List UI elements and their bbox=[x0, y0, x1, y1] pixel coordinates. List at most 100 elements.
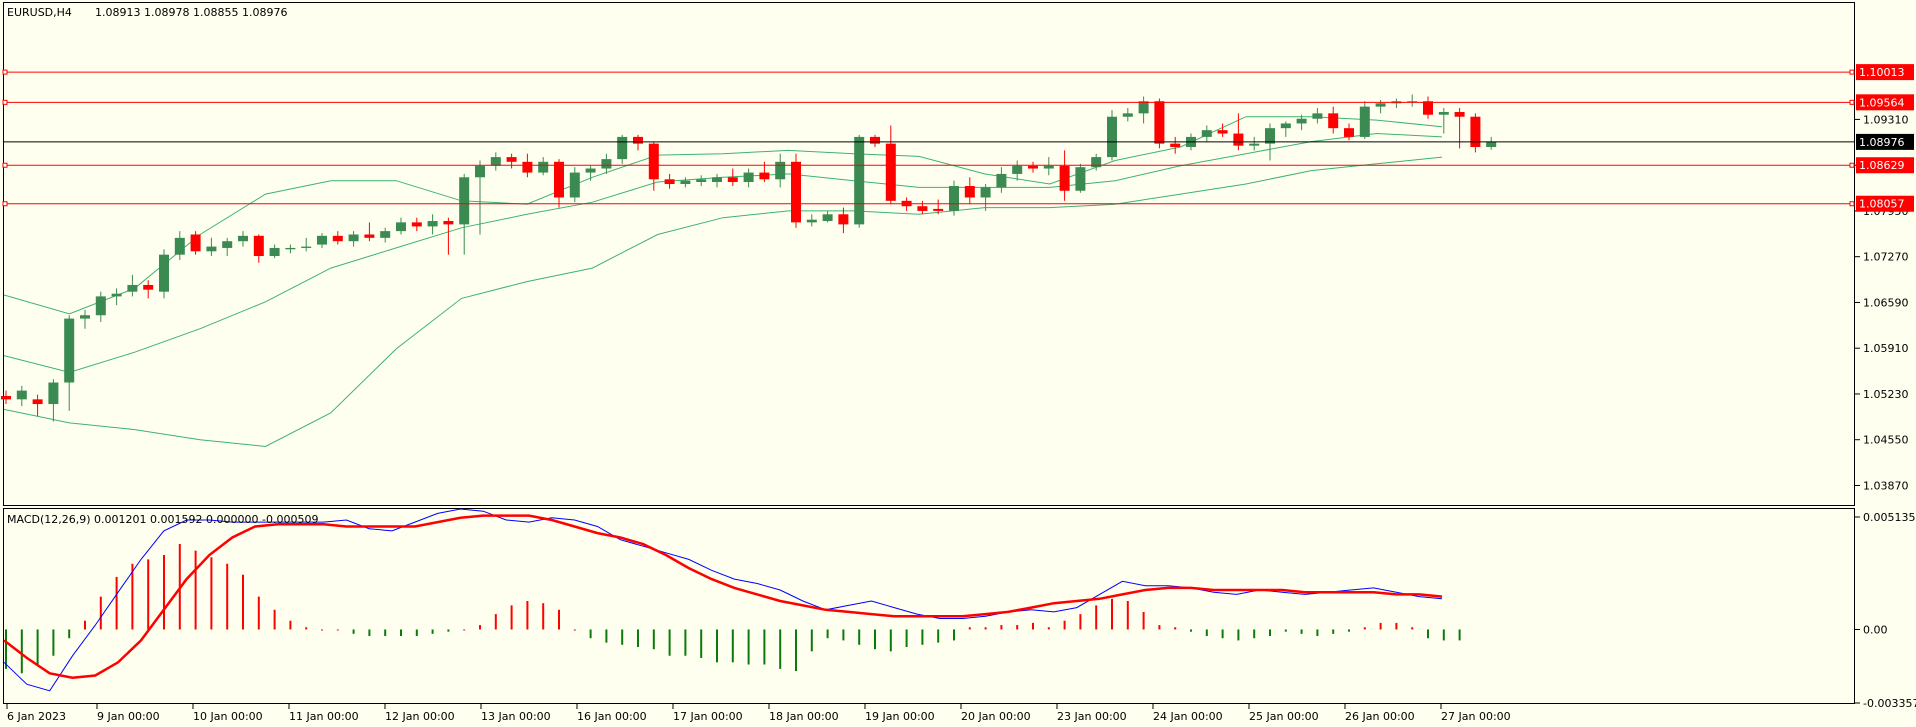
bear-candle bbox=[759, 172, 770, 180]
bull-candle bbox=[1375, 103, 1386, 107]
macd-header-label: MACD(12,26,9) 0.001201 0.001592 0.000000… bbox=[7, 513, 318, 526]
bear-candle bbox=[1233, 133, 1244, 146]
price-tick-label: 1.06590 bbox=[1863, 296, 1909, 309]
bull-candle bbox=[601, 159, 612, 169]
bear-candle bbox=[1154, 101, 1165, 144]
bear-candle bbox=[885, 143, 896, 201]
time-tick-label: 25 Jan 00:00 bbox=[1249, 710, 1319, 723]
bull-candle bbox=[1138, 101, 1149, 114]
level-handle-right[interactable] bbox=[1849, 201, 1855, 207]
bull-candle bbox=[854, 136, 865, 225]
main-symbol-label: EURUSD,H4 bbox=[7, 6, 72, 19]
bull-candle bbox=[806, 219, 817, 223]
time-tick-label: 23 Jan 00:00 bbox=[1057, 710, 1127, 723]
bear-candle bbox=[143, 284, 154, 290]
bear-candle bbox=[1344, 128, 1354, 137]
bull-candle bbox=[80, 315, 90, 319]
bull-candle bbox=[285, 247, 296, 250]
price-axis: 1.093101.086301.079501.072701.065901.059… bbox=[1855, 113, 1909, 492]
bull-candle bbox=[1312, 113, 1323, 119]
level-handle-right[interactable] bbox=[1849, 69, 1855, 75]
bull-candle bbox=[48, 382, 59, 405]
bull-candle bbox=[111, 293, 122, 297]
bull-candle bbox=[238, 235, 248, 242]
level-handle-right[interactable] bbox=[1849, 162, 1855, 168]
bear-candle bbox=[1217, 130, 1228, 134]
bear-candle bbox=[364, 234, 375, 238]
bull-candle bbox=[743, 172, 754, 182]
level-price-label: 1.08629 bbox=[1859, 159, 1905, 172]
time-tick-label: 6 Jan 2023 bbox=[7, 710, 66, 723]
bull-candle bbox=[980, 187, 991, 198]
time-tick-label: 10 Jan 00:00 bbox=[193, 710, 263, 723]
price-tick-label: 1.05230 bbox=[1863, 388, 1909, 401]
bull-candle bbox=[269, 247, 280, 257]
band-mid bbox=[3, 132, 1443, 373]
bull-candle bbox=[1201, 130, 1212, 137]
time-tick-label: 27 Jan 00:00 bbox=[1441, 710, 1511, 723]
bull-candle bbox=[95, 296, 106, 316]
bear-candle bbox=[1028, 165, 1038, 169]
macd-tick-label: 0.005135 bbox=[1863, 511, 1916, 524]
bear-candle bbox=[554, 161, 564, 198]
level-price-label: 1.08057 bbox=[1859, 198, 1905, 211]
bull-candle bbox=[996, 173, 1007, 188]
level-handle-left[interactable] bbox=[2, 99, 8, 105]
bear-candle bbox=[648, 143, 659, 180]
bear-candle bbox=[1170, 143, 1181, 148]
bull-candle bbox=[301, 246, 312, 248]
price-tick-label: 1.04550 bbox=[1863, 434, 1909, 447]
macd-lines bbox=[3, 508, 1443, 692]
bull-candle bbox=[16, 390, 27, 400]
level-handle-left[interactable] bbox=[2, 69, 8, 75]
price-tick-label: 1.03870 bbox=[1863, 479, 1909, 492]
bear-candle bbox=[633, 136, 643, 144]
bear-candle bbox=[1059, 165, 1070, 191]
level-price-tag bbox=[1856, 94, 1914, 111]
bull-candle bbox=[64, 318, 75, 383]
bull-candle bbox=[1296, 118, 1307, 124]
bear-candle bbox=[933, 208, 944, 211]
time-tick-label: 11 Jan 00:00 bbox=[289, 710, 359, 723]
bear-candle bbox=[1470, 116, 1481, 148]
time-tick-label: 26 Jan 00:00 bbox=[1345, 710, 1415, 723]
macd-signal-line bbox=[3, 514, 1443, 679]
time-tick-label: 20 Jan 00:00 bbox=[961, 710, 1031, 723]
bull-candle bbox=[822, 214, 833, 222]
bear-candle bbox=[1, 395, 11, 400]
level-handle-left[interactable] bbox=[2, 201, 8, 207]
bull-candle bbox=[396, 222, 406, 232]
price-tick-label: 1.09310 bbox=[1863, 113, 1909, 126]
bull-candle bbox=[696, 179, 707, 182]
bull-candle bbox=[317, 235, 327, 245]
time-tick-label: 18 Jan 00:00 bbox=[769, 710, 839, 723]
level-handle-left[interactable] bbox=[2, 162, 8, 168]
time-tick-label: 24 Jan 00:00 bbox=[1153, 710, 1223, 723]
bull-candle bbox=[1249, 143, 1260, 146]
bull-candle bbox=[569, 172, 580, 198]
level-handle-right[interactable] bbox=[1849, 99, 1855, 105]
bull-candle bbox=[1043, 165, 1054, 169]
bear-candle bbox=[1328, 113, 1339, 129]
bear-candle bbox=[791, 161, 801, 223]
main-pane-frame bbox=[3, 2, 1855, 506]
bull-candle bbox=[1407, 101, 1418, 103]
bull-candle bbox=[174, 237, 185, 255]
bull-candle bbox=[380, 231, 391, 238]
bull-candle bbox=[585, 168, 596, 173]
time-axis: 6 Jan 2023 9 Jan 00:00 10 Jan 00:00 11 Jan … bbox=[6, 704, 1511, 723]
band-lower bbox=[3, 156, 1443, 448]
horizontal-levels[interactable]: 1.10013 1.09564 1.08629 1.08057 1.08976 bbox=[2, 64, 1914, 212]
main-ohlc-label: 1.08913 1.08978 1.08855 1.08976 bbox=[95, 6, 287, 19]
bear-candle bbox=[870, 136, 880, 144]
candlestick-series bbox=[1, 94, 1497, 422]
time-tick-label: 16 Jan 00:00 bbox=[577, 710, 647, 723]
bull-candle bbox=[1075, 167, 1086, 191]
bull-candle bbox=[475, 165, 485, 178]
bull-candle bbox=[1438, 112, 1449, 115]
price-tick-label: 1.05910 bbox=[1863, 342, 1909, 355]
bear-candle bbox=[411, 222, 422, 227]
bull-candle bbox=[1280, 123, 1291, 129]
bull-candle bbox=[348, 234, 359, 242]
